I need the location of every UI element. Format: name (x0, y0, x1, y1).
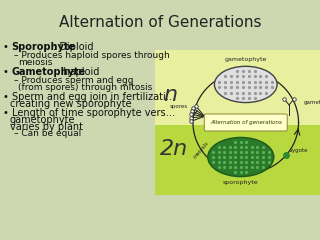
Text: (from spores) through mitosis: (from spores) through mitosis (18, 83, 152, 92)
FancyBboxPatch shape (155, 125, 320, 195)
Text: • Length of time sporophyte vers…: • Length of time sporophyte vers… (3, 108, 175, 118)
Text: •: • (3, 42, 9, 52)
Text: : haploid: : haploid (57, 67, 100, 77)
Text: •: • (3, 67, 9, 77)
Text: meiosis: meiosis (18, 58, 52, 67)
Text: Gametophyte: Gametophyte (11, 67, 85, 77)
Text: Alternation of Generations: Alternation of Generations (59, 15, 261, 30)
Text: Alternation of generations: Alternation of generations (210, 120, 282, 125)
Text: 2n: 2n (160, 139, 188, 159)
Text: varies by plant: varies by plant (10, 122, 83, 132)
Text: gametophyte: gametophyte (10, 115, 76, 125)
Text: zygote: zygote (290, 148, 309, 153)
FancyBboxPatch shape (204, 114, 287, 131)
Text: – Produces haploid spores through: – Produces haploid spores through (14, 51, 170, 60)
Ellipse shape (214, 66, 277, 102)
Text: – Produces sperm and egg: – Produces sperm and egg (14, 76, 133, 85)
Text: sporophyte: sporophyte (223, 180, 259, 185)
Text: Sporophyte: Sporophyte (11, 42, 75, 52)
Text: meiosis: meiosis (192, 141, 210, 160)
Text: – Can be equal: – Can be equal (14, 129, 81, 138)
Text: : Diploid: : Diploid (53, 42, 93, 52)
Text: spores: spores (170, 104, 188, 109)
FancyBboxPatch shape (155, 50, 320, 125)
Text: n: n (163, 84, 177, 105)
Text: gametes: gametes (304, 100, 320, 105)
Text: creating new sporophyte: creating new sporophyte (10, 99, 132, 109)
Text: gametophyte: gametophyte (225, 57, 267, 62)
Text: • Sperm and egg join in fertilizati…: • Sperm and egg join in fertilizati… (3, 92, 175, 102)
Ellipse shape (208, 138, 274, 177)
